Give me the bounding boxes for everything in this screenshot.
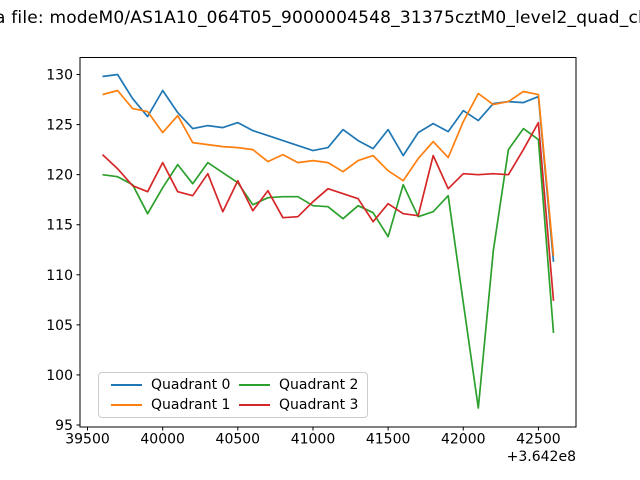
y-tick-label: 115 [46, 218, 73, 234]
series-line-quadrant-1 [102, 89, 555, 256]
y-tick-label: 130 [46, 68, 73, 84]
x-tick-label: 39500 [65, 432, 110, 448]
x-tick-label: 42500 [516, 432, 561, 448]
legend-label: Quadrant 3 [279, 397, 359, 413]
quadrant-3-line-swatch [239, 404, 270, 406]
x-tick-label: 41000 [291, 432, 336, 448]
axes-frame [79, 57, 577, 428]
x-tick-label: 41500 [366, 432, 411, 448]
x-axis-offset-label: +3.642e8 [506, 449, 576, 465]
series-line-quadrant-2 [102, 127, 555, 409]
series-line-quadrant-3 [101, 121, 555, 301]
legend-item-quadrant-0: Quadrant 0 [105, 377, 233, 393]
x-tick-label: 42000 [441, 432, 486, 448]
quadrant-0-line-swatch [111, 384, 142, 386]
quadrant-1-line-swatch [111, 404, 142, 406]
quadrant-2-line-swatch [239, 384, 270, 386]
legend-item-quadrant-3: Quadrant 3 [233, 397, 361, 413]
y-tick-label: 110 [46, 268, 73, 284]
legend-item-quadrant-2: Quadrant 2 [233, 377, 361, 393]
legend-label: Quadrant 2 [279, 377, 359, 393]
x-tick-label: 40500 [216, 432, 261, 448]
y-tick-label: 100 [46, 368, 73, 384]
chart-legend: Quadrant 0 Quadrant 1 Quadrant 2 Quadran… [98, 372, 368, 418]
legend-label: Quadrant 0 [151, 377, 231, 393]
series-line-quadrant-0 [102, 73, 555, 262]
legend-label: Quadrant 1 [151, 397, 231, 413]
y-tick-label: 120 [46, 168, 73, 184]
legend-item-quadrant-1: Quadrant 1 [105, 397, 233, 413]
chart-title: a file: modeM0/AS1A10_064T05_9000004548_… [0, 8, 640, 28]
y-tick-label: 105 [46, 318, 73, 334]
x-tick-label: 40000 [140, 432, 185, 448]
y-tick-label: 95 [55, 418, 73, 434]
y-tick-label: 125 [46, 118, 73, 134]
